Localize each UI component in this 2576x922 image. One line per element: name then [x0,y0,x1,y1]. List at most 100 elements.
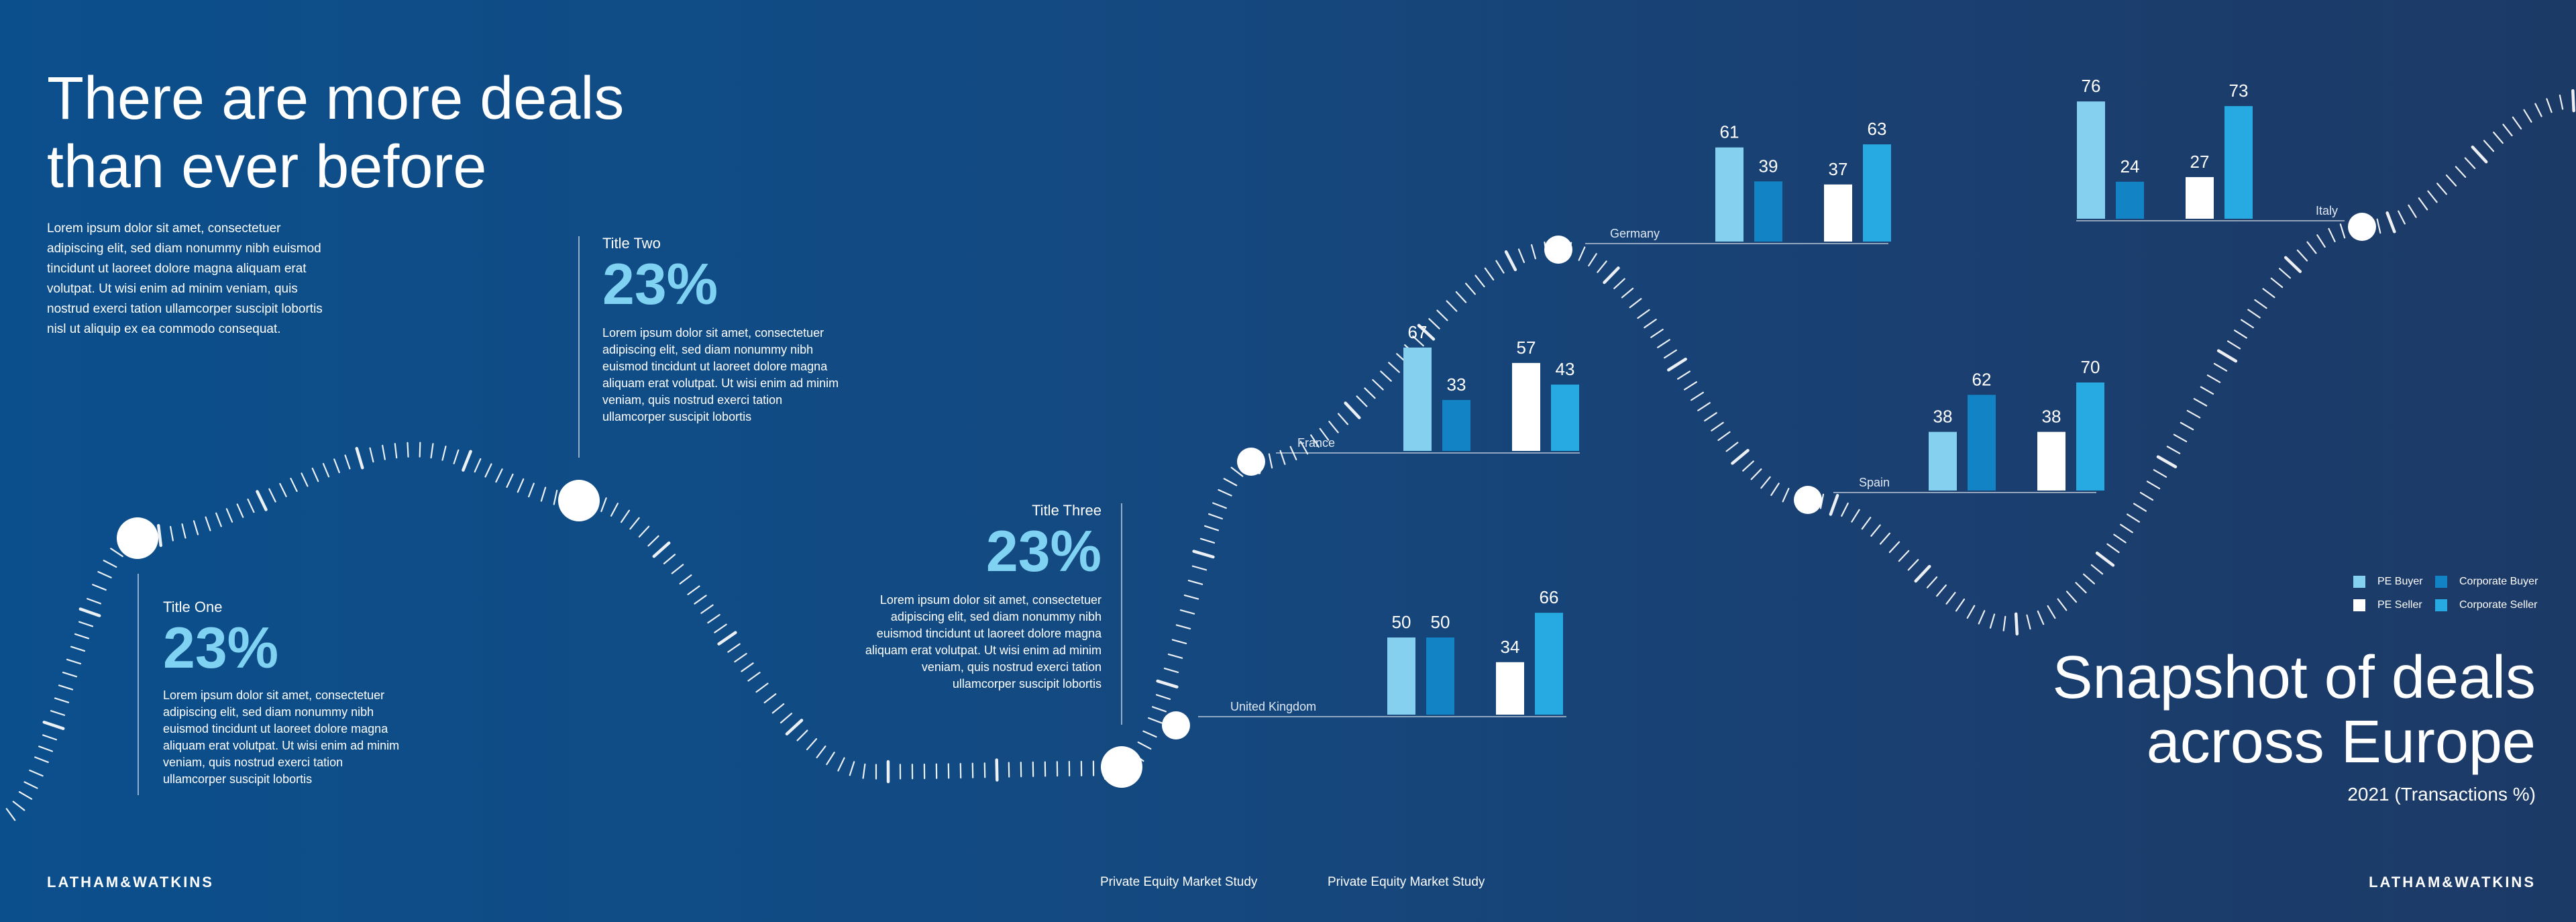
wave-tick [110,548,123,558]
country-label: Italy [2316,204,2338,217]
wave-tick [66,658,82,665]
wave-tick [441,446,447,461]
callout-one-title: Title One [163,599,223,615]
wave-tick [1829,494,1839,516]
wave-tick [1851,509,1860,523]
wave-tick [1328,421,1339,433]
wave-tick [87,598,101,605]
wave-tick [1484,267,1495,280]
callout-two-divider [578,236,580,458]
wave-tick [1208,513,1224,520]
bar [1863,144,1891,242]
wave-tick [638,525,650,538]
bar-value-label: 37 [1829,159,1848,179]
wave-tick [1337,413,1349,425]
wave-tick [1667,357,1687,372]
wave-tick [2306,241,2317,254]
page-title-line1: There are more deals [47,65,625,132]
callout-two-title: Title Two [602,235,661,252]
wave-tick [2083,573,2095,584]
wave-tick [2279,268,2291,279]
bar [1715,147,1743,242]
wave-tick [2090,564,2104,575]
wave-dot [1237,448,1265,476]
legend-label: Corporate Seller [2459,599,2538,611]
callout-three: Title Three 23% Lorem ipsum dolor sit am… [862,502,1102,693]
legend-item-pe-seller: PE Seller [2353,599,2422,611]
wave-tick [484,463,492,478]
bar-group-united-kingdom: United Kingdom 50 50 34 66 [1198,587,1566,717]
wave-tick [1760,476,1771,489]
snapshot-title-line1: Snapshot of deals [2052,644,2536,711]
wave-tick [763,693,777,704]
wave-tick [1955,598,1966,612]
wave-tick [1455,291,1467,303]
wave-tick [2385,211,2396,234]
bar-value-label: 57 [1517,338,1536,358]
bar [2077,101,2105,219]
wave-tick [652,541,671,558]
bar-value-label: 39 [1759,156,1778,176]
bar [2076,382,2104,491]
wave-tick [727,643,741,653]
wave-tick [528,482,535,498]
wave-tick [1637,309,1650,319]
wave-tick [1711,421,1724,431]
callout-two-body: Lorem ipsum dolor sit amet, consectetuer… [602,326,839,423]
wave-tick [717,631,737,646]
wave-tick [862,763,866,779]
wave-tick [58,684,74,690]
footer-study-left: Private Equity Market Study [1100,875,1258,889]
wave-tick [1731,448,1750,465]
wave-tick [369,447,374,463]
bar [1496,662,1524,715]
wave-tick [1495,260,1505,274]
wave-tick [1155,694,1171,700]
wave-tick [2146,480,2161,490]
wave-tick [1187,580,1203,585]
wave-tick [1664,349,1677,359]
wave-tick [1417,323,1436,341]
bar [1403,347,1432,451]
wave-tick [1629,298,1642,309]
wave-tick [78,621,94,627]
bar-value-label: 66 [1540,587,1559,607]
wave-tick [837,757,845,772]
wave-tick [1356,395,1368,407]
wave-tick [2075,582,2087,594]
wave-tick [42,721,65,730]
wave-tick [2206,374,2221,383]
snapshot-title: Snapshot of deals across Europe [2052,646,2536,774]
legend-swatch [2353,599,2365,611]
wave-tick [714,623,727,633]
wave-tick [74,633,90,639]
wave-tick [301,472,309,487]
wave-tick [1704,412,1717,422]
wave-tick [1192,550,1215,559]
wave-tick [1870,524,1881,537]
bar-value-label: 63 [1868,119,1887,139]
wave-tick [1364,387,1376,399]
wave-tick [2180,421,2194,431]
wave-tick [34,756,49,764]
wave-tick [1268,453,1273,469]
wave-tick [1677,370,1690,380]
legend-item-corporate-seller: Corporate Seller [2435,599,2538,611]
wave-tick [355,447,364,470]
wave-tick [407,442,409,458]
wave-tick [2436,183,2447,195]
wave-tick [344,454,351,470]
wave-tick [1644,319,1657,329]
wave-tick [2133,503,2147,512]
wave-tick [600,497,607,513]
bar-value-label: 73 [2229,81,2249,101]
wave-tick [453,449,460,464]
wave-tick [1474,274,1485,288]
wave-tick [647,535,659,547]
bar [1387,637,1415,715]
callout-one-value: 23% [163,616,279,680]
wave-tick [2106,543,2120,554]
wave-tick [1650,328,1664,338]
wave-dot [1544,236,1572,264]
wave-tick [1223,478,1238,486]
